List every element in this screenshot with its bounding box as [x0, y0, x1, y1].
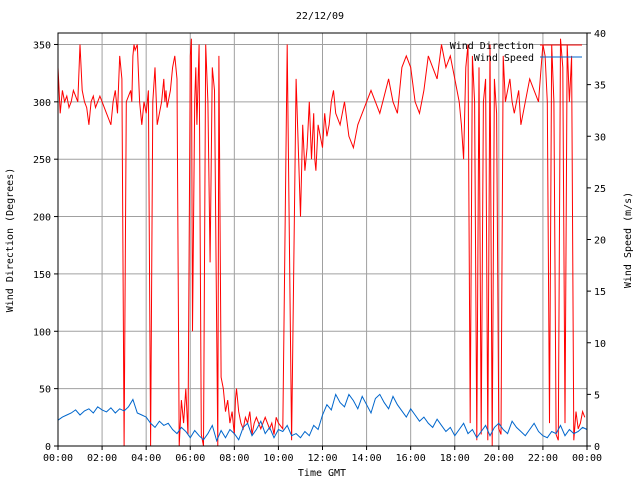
y-axis-label-left: Wind Direction (Degrees) [5, 168, 16, 313]
x-tick-label: 08:00 [219, 453, 249, 464]
grid [57, 33, 588, 447]
legend-label-wind-speed: Wind Speed [474, 53, 534, 64]
x-tick-label: 10:00 [263, 453, 293, 464]
y-left-tick-label: 300 [33, 98, 51, 109]
series-line-wind-speed [57, 393, 588, 443]
y-left-tick-label: 0 [45, 442, 51, 453]
x-tick-label: 02:00 [87, 453, 117, 464]
chart-title: 22/12/09 [296, 11, 344, 22]
x-axis-label: Time GMT [298, 468, 346, 479]
y-left-tick-label: 250 [33, 155, 51, 166]
y-right-tick-label: 40 [594, 29, 606, 40]
y-right-tick-label: 10 [594, 339, 606, 350]
y-right-tick-label: 20 [594, 236, 606, 247]
y-right-tick-label: 0 [594, 442, 600, 453]
x-tick-label: 18:00 [440, 453, 470, 464]
x-tick-label: 14:00 [352, 453, 382, 464]
x-tick-label: 12:00 [307, 453, 337, 464]
x-tick-label: 00:00 [572, 453, 602, 464]
y-left-tick-label: 100 [33, 327, 51, 338]
x-tick-label: 00:00 [43, 453, 73, 464]
x-tick-label: 22:00 [528, 453, 558, 464]
y-right-tick-label: 5 [594, 390, 600, 401]
x-tick-label: 04:00 [131, 453, 161, 464]
axis-ticks: 00:00 02:00 04:00 06:00 08:00 10:00 12:00 14:00… [33, 29, 606, 464]
y-left-tick-label: 350 [33, 40, 51, 51]
y-right-tick-label: 25 [594, 184, 606, 195]
x-tick-label: 16:00 [396, 453, 426, 464]
x-tick-label: 06:00 [175, 453, 205, 464]
y-axis-label-right: Wind Speed (m/s) [623, 192, 634, 288]
series-lines [57, 38, 588, 447]
legend-label-wind-direction: Wind Direction [450, 41, 534, 52]
series-line-wind-direction [57, 38, 586, 447]
x-tick-label: 20:00 [484, 453, 514, 464]
y-right-tick-label: 15 [594, 287, 606, 298]
y-left-tick-label: 50 [39, 385, 51, 396]
y-left-tick-label: 150 [33, 270, 51, 281]
y-left-tick-label: 200 [33, 213, 51, 224]
y-right-tick-label: 35 [594, 81, 606, 92]
y-right-tick-label: 30 [594, 132, 606, 143]
